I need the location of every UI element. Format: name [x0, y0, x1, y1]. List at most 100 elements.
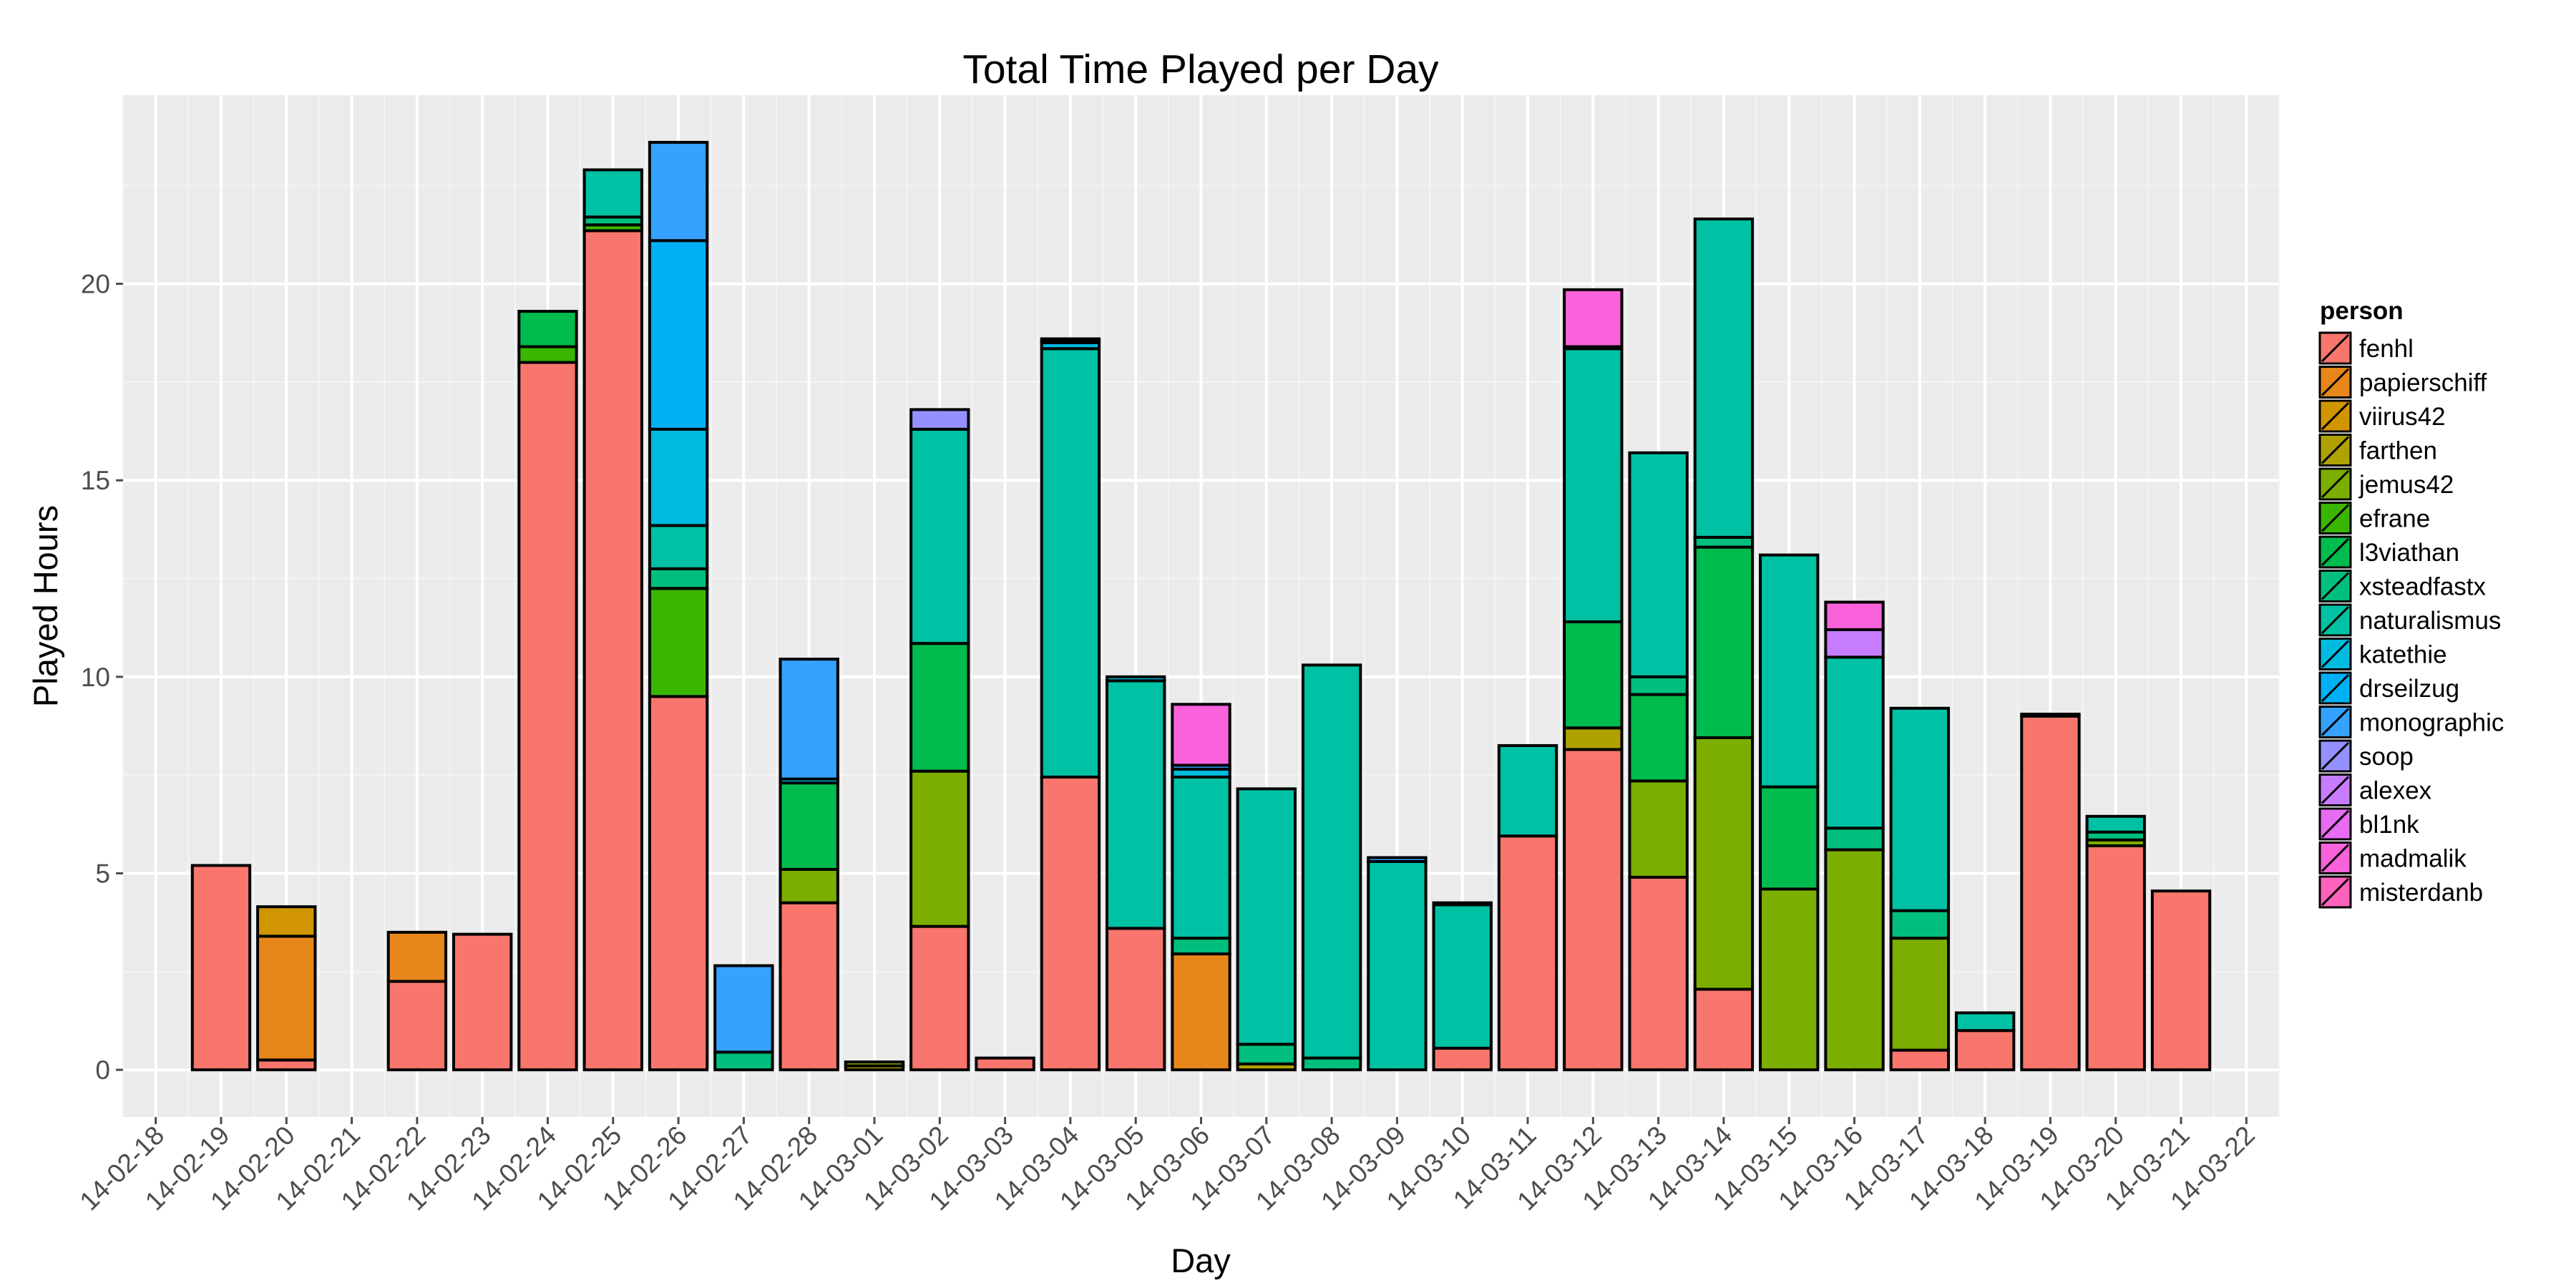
y-axis-title: Played Hours	[26, 505, 64, 707]
legend-key-stroke	[2321, 640, 2350, 668]
bar-segment	[844, 1060, 905, 1068]
bar-segment	[1301, 1056, 1362, 1072]
legend-title: person	[2320, 297, 2404, 325]
bar-segment	[1236, 1043, 1297, 1065]
bar-segment	[386, 930, 448, 983]
bars	[190, 140, 2212, 1072]
legend-item: naturalismus	[2318, 603, 2501, 637]
bar-segment	[1628, 693, 1689, 783]
bar-segment	[1432, 901, 1493, 907]
legend: person fenhl papierschiff viirus42 farthen j…	[2318, 297, 2504, 909]
y-tick-label: 20	[81, 270, 110, 299]
bar-segment	[1824, 628, 1885, 659]
bar-segment	[256, 1058, 317, 1072]
bar-segment	[779, 867, 839, 904]
legend-label: drseilzug	[2359, 675, 2459, 703]
bar-segment	[1171, 775, 1231, 940]
legend-label: l3viathan	[2359, 539, 2459, 567]
bar-segment	[517, 361, 578, 1072]
legend-key-stroke	[2321, 741, 2350, 771]
legend-key-stroke	[2321, 401, 2350, 431]
bar-segment	[1367, 856, 1428, 863]
bar-segment	[1954, 1029, 2016, 1072]
bar-segment	[779, 658, 839, 781]
bar-segment	[256, 935, 317, 1062]
bar-segment	[648, 524, 709, 570]
bar-segment	[975, 1056, 1035, 1072]
bar-segment	[1889, 1048, 1951, 1072]
bar-segment	[648, 140, 709, 243]
legend-label: naturalismus	[2359, 607, 2501, 635]
bar-segment	[648, 239, 709, 431]
chart-title: Total Time Played per Day	[962, 47, 1439, 92]
bar-segment	[1824, 600, 1885, 631]
bar-segment	[1628, 675, 1689, 696]
bar-segment	[909, 642, 970, 773]
bar-segment	[648, 587, 709, 698]
bar-segment	[1824, 826, 1885, 852]
legend-item: misterdanb	[2318, 875, 2483, 909]
bar-segment	[1106, 675, 1166, 683]
legend-label: misterdanb	[2359, 879, 2483, 907]
legend-key-stroke	[2321, 572, 2350, 600]
bar-segment	[1563, 748, 1624, 1072]
bar-segment	[1040, 337, 1101, 343]
legend-item: l3viathan	[2318, 535, 2459, 569]
bar-segment	[1628, 779, 1689, 879]
bar-segment	[1759, 785, 1820, 891]
legend-label: katethie	[2359, 641, 2447, 669]
bar-segment	[1171, 703, 1231, 767]
bar-segment	[1693, 736, 1755, 991]
bar-segment	[2085, 814, 2146, 834]
bar-segment	[1563, 620, 1624, 730]
bar-segment	[1432, 1046, 1493, 1072]
bar-segment	[190, 864, 252, 1072]
bar-segment	[909, 408, 970, 431]
legend-item: papierschiff	[2318, 366, 2487, 399]
bar-segment	[1301, 663, 1362, 1060]
legend-key-stroke	[2321, 333, 2350, 363]
x-axis-title: Day	[1171, 1241, 1231, 1279]
bar-segment	[1824, 848, 1885, 1072]
bar-segment	[452, 932, 513, 1072]
legend-item: xsteadfastx	[2318, 570, 2487, 602]
legend-item: soop	[2318, 739, 2414, 773]
legend-key-stroke	[2321, 809, 2350, 839]
legend-label: xsteadfastx	[2359, 573, 2487, 601]
bar-segment	[713, 1050, 774, 1072]
bar-segment	[1040, 775, 1101, 1072]
bar-segment	[1367, 860, 1428, 1072]
legend-key-stroke	[2321, 877, 2350, 907]
bar-segment	[1563, 726, 1624, 751]
legend-item: farthen	[2318, 434, 2437, 467]
bar-segment	[1759, 887, 1820, 1072]
bar-segment	[1693, 218, 1755, 539]
legend-item: drseilzug	[2318, 671, 2459, 705]
legend-label: monographic	[2359, 709, 2504, 737]
legend-label: farthen	[2359, 437, 2437, 465]
legend-key-stroke	[2321, 436, 2350, 464]
bar-segment	[517, 345, 578, 364]
bar-segment	[2020, 714, 2081, 1072]
bar-segment	[1693, 987, 1755, 1072]
bar-segment	[1889, 909, 1951, 940]
bar-segment	[1693, 545, 1755, 739]
bar-segment	[1889, 937, 1951, 1052]
bar-segment	[1171, 952, 1231, 1072]
legend-key-stroke	[2321, 504, 2350, 532]
bar-segment	[1759, 553, 1820, 789]
legend-label: viirus42	[2359, 403, 2446, 431]
legend-key-stroke	[2321, 537, 2350, 567]
bar-segment	[648, 695, 709, 1072]
bar-segment	[256, 905, 317, 938]
bar-segment	[1497, 743, 1558, 838]
bar-segment	[1171, 937, 1231, 956]
bar-segment	[386, 980, 448, 1072]
legend-key-stroke	[2321, 605, 2350, 635]
legend-label: bl1nk	[2359, 811, 2419, 839]
bar-segment	[648, 567, 709, 590]
legend-key-stroke	[2321, 708, 2350, 736]
bar-segment	[909, 924, 970, 1072]
bar-segment	[1628, 451, 1689, 678]
bar-segment	[1628, 875, 1689, 1072]
